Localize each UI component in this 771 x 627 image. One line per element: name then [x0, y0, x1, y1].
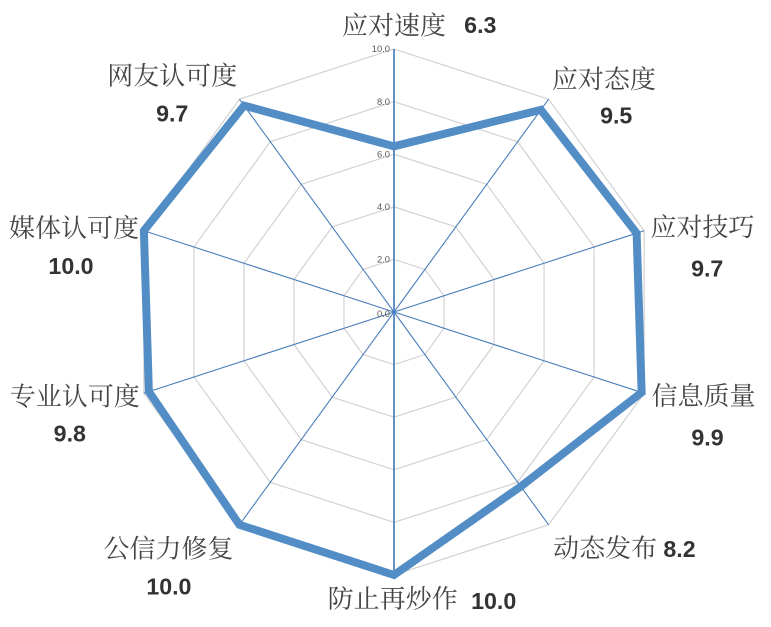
svg-text:9.9: 9.9	[691, 425, 723, 451]
svg-text:10.0: 10.0	[471, 588, 516, 614]
svg-text:8.2: 8.2	[663, 536, 695, 562]
svg-text:10.0: 10.0	[146, 574, 191, 600]
svg-text:8.0: 8.0	[377, 96, 390, 107]
svg-text:10.0: 10.0	[48, 253, 93, 279]
svg-text:6.0: 6.0	[377, 148, 390, 159]
svg-text:6.3: 6.3	[464, 12, 496, 38]
svg-text:10.0: 10.0	[372, 43, 390, 54]
svg-text:0.0: 0.0	[377, 308, 390, 319]
svg-text:9.7: 9.7	[691, 255, 723, 281]
svg-text:9.7: 9.7	[156, 101, 188, 127]
svg-text:9.8: 9.8	[54, 421, 86, 447]
svg-text:9.5: 9.5	[600, 102, 632, 128]
svg-text:4.0: 4.0	[377, 201, 390, 212]
svg-text:2.0: 2.0	[377, 254, 390, 265]
